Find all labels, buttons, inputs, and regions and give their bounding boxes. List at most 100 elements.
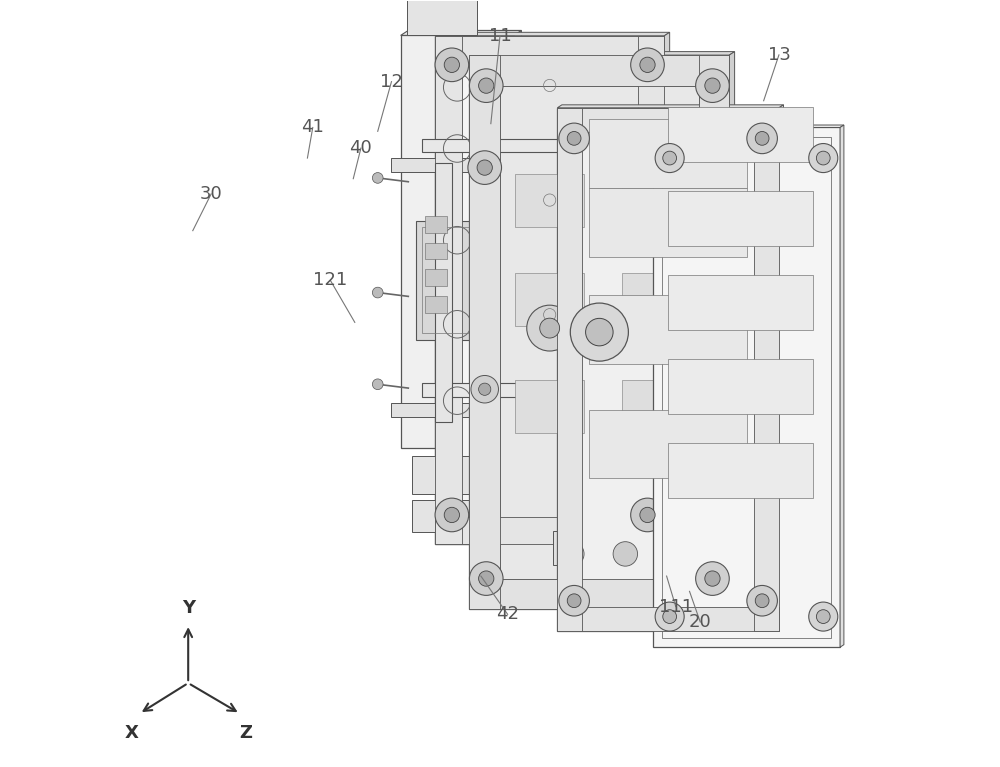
- Polygon shape: [425, 242, 447, 259]
- Circle shape: [696, 561, 729, 595]
- Circle shape: [631, 48, 664, 81]
- Polygon shape: [589, 295, 747, 364]
- Text: 13: 13: [768, 46, 790, 64]
- Polygon shape: [425, 269, 447, 286]
- Circle shape: [479, 571, 494, 586]
- Polygon shape: [779, 105, 784, 631]
- Polygon shape: [653, 125, 844, 127]
- Text: Y: Y: [182, 598, 195, 617]
- Polygon shape: [664, 32, 670, 544]
- Polygon shape: [515, 173, 584, 227]
- Polygon shape: [668, 275, 813, 330]
- Polygon shape: [469, 51, 735, 55]
- Polygon shape: [622, 273, 691, 327]
- Polygon shape: [435, 36, 664, 63]
- Circle shape: [372, 379, 383, 390]
- Text: 42: 42: [496, 605, 519, 624]
- Circle shape: [477, 160, 492, 175]
- Polygon shape: [391, 159, 676, 173]
- Polygon shape: [435, 163, 452, 422]
- Circle shape: [816, 151, 830, 165]
- Circle shape: [755, 594, 769, 607]
- Circle shape: [816, 610, 830, 624]
- Circle shape: [586, 318, 613, 346]
- Circle shape: [560, 542, 584, 566]
- Polygon shape: [668, 107, 813, 162]
- Polygon shape: [514, 31, 521, 448]
- Polygon shape: [668, 191, 813, 246]
- Circle shape: [809, 143, 838, 173]
- Polygon shape: [469, 578, 729, 609]
- Circle shape: [479, 384, 491, 395]
- Polygon shape: [435, 36, 462, 544]
- Circle shape: [435, 498, 469, 532]
- Polygon shape: [607, 531, 644, 565]
- Circle shape: [696, 69, 729, 103]
- Polygon shape: [622, 380, 691, 433]
- Circle shape: [444, 58, 459, 72]
- Text: 40: 40: [350, 139, 372, 157]
- Polygon shape: [500, 86, 699, 578]
- Circle shape: [705, 78, 720, 94]
- Circle shape: [469, 69, 503, 103]
- Polygon shape: [557, 108, 582, 631]
- Polygon shape: [469, 55, 729, 86]
- Circle shape: [479, 78, 494, 94]
- Text: X: X: [125, 723, 139, 742]
- Circle shape: [372, 173, 383, 183]
- Circle shape: [747, 123, 777, 153]
- Circle shape: [705, 571, 720, 586]
- Text: 41: 41: [301, 118, 324, 137]
- Text: 12: 12: [380, 73, 403, 91]
- Circle shape: [559, 585, 589, 616]
- Polygon shape: [462, 63, 638, 517]
- Circle shape: [570, 303, 628, 361]
- Circle shape: [809, 602, 838, 631]
- Circle shape: [663, 151, 677, 165]
- Text: 11: 11: [489, 27, 511, 44]
- Polygon shape: [754, 108, 779, 631]
- Text: Z: Z: [239, 723, 252, 742]
- Circle shape: [567, 131, 581, 145]
- Circle shape: [444, 507, 459, 522]
- Polygon shape: [589, 410, 747, 479]
- Polygon shape: [553, 531, 590, 565]
- Circle shape: [640, 507, 655, 522]
- Circle shape: [640, 58, 655, 72]
- Polygon shape: [622, 173, 691, 227]
- Circle shape: [655, 602, 684, 631]
- Circle shape: [631, 498, 664, 532]
- Polygon shape: [401, 31, 521, 35]
- Polygon shape: [412, 456, 502, 494]
- Polygon shape: [401, 35, 514, 448]
- Polygon shape: [469, 55, 500, 609]
- Polygon shape: [435, 36, 664, 544]
- Circle shape: [567, 594, 581, 607]
- Polygon shape: [557, 108, 779, 132]
- Circle shape: [540, 318, 560, 338]
- Polygon shape: [557, 108, 779, 631]
- Polygon shape: [515, 380, 584, 433]
- Polygon shape: [589, 120, 747, 188]
- Circle shape: [435, 48, 469, 81]
- Polygon shape: [422, 139, 706, 153]
- Circle shape: [469, 561, 503, 595]
- Text: 30: 30: [200, 185, 222, 203]
- Circle shape: [663, 610, 677, 624]
- Text: 121: 121: [313, 272, 347, 289]
- Polygon shape: [435, 32, 670, 36]
- Polygon shape: [668, 443, 813, 498]
- Circle shape: [468, 151, 502, 184]
- Circle shape: [747, 585, 777, 616]
- Polygon shape: [407, 0, 477, 35]
- Circle shape: [755, 131, 769, 145]
- Polygon shape: [557, 105, 784, 108]
- Polygon shape: [422, 384, 706, 397]
- Text: 111: 111: [659, 597, 693, 616]
- Polygon shape: [412, 500, 502, 532]
- Circle shape: [559, 123, 589, 153]
- Polygon shape: [638, 36, 664, 544]
- Polygon shape: [653, 127, 840, 647]
- Circle shape: [527, 305, 573, 351]
- Polygon shape: [469, 55, 729, 609]
